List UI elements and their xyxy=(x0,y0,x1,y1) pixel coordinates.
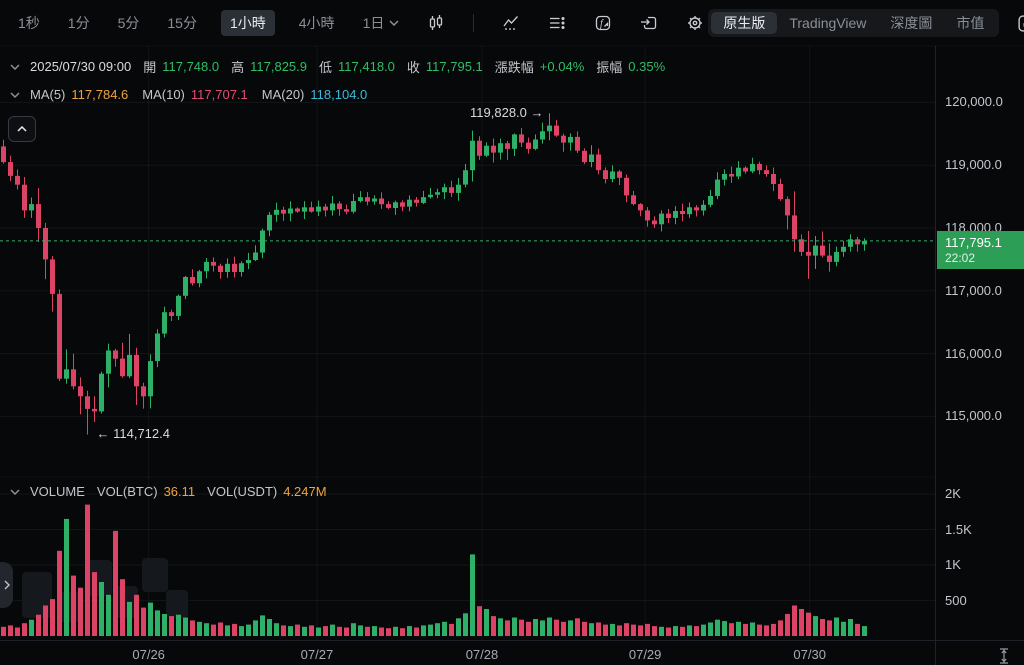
ma-value: 117,784.6 xyxy=(71,87,129,102)
view-tabs: 原生版 TradingView 深度圖 市值 xyxy=(708,9,1000,37)
ohlc-label: 收 xyxy=(406,60,420,75)
interval-button-1小時[interactable]: 1小時 xyxy=(220,10,275,36)
volume-tick: 500 xyxy=(945,592,967,608)
axis-scale-icon[interactable] xyxy=(996,647,1012,665)
settings-gear-icon[interactable] xyxy=(682,10,708,36)
date-tick: 07/29 xyxy=(628,647,662,662)
indicator-icon[interactable] xyxy=(498,10,524,36)
vol-VOL(BTC): VOL(BTC) 36.11 xyxy=(97,484,195,499)
vol-label: VOL(BTC) xyxy=(96,484,158,499)
ohlc-高: 高 117,825.9 xyxy=(231,57,307,76)
session-low-annotation: ← 114,712.4 xyxy=(96,426,170,442)
view-tab-市值[interactable]: 市值 xyxy=(956,15,985,31)
date-tick: 07/26 xyxy=(132,647,165,662)
price-tick: 115,000.0 xyxy=(945,408,1002,424)
ohlc-value: 0.35% xyxy=(628,59,666,74)
volume-tick: 1K xyxy=(945,557,961,572)
ohlc-label: 低 xyxy=(319,60,333,75)
last-price-time: 22:02 xyxy=(945,250,976,265)
interval-buttons: 1秒 1分 5分 15分 1小時 4小時 1日 xyxy=(14,10,403,36)
ma-label: MA(20) xyxy=(261,87,305,102)
vol-value: 4.247M xyxy=(283,484,327,499)
chart-region[interactable]: 2025/07/30 09:00 開 117,748.0 高 117,825.9 低 11… xyxy=(0,45,1024,665)
ma-value: 117,707.1 xyxy=(190,87,248,102)
ohlc-低: 低 117,418.0 xyxy=(319,57,395,76)
ohlc-value: +0.04% xyxy=(539,59,585,74)
ma-info-row: MA(5) 117,784.6 MA(10) 117,707.1 MA(20) 118,1… xyxy=(10,87,367,102)
ohlc-label: 開 xyxy=(143,60,157,75)
price-tick: 119,000.0 xyxy=(945,157,1002,173)
price-tick: 116,000.0 xyxy=(945,345,1002,361)
date-tick: 07/28 xyxy=(465,647,499,662)
interval-button-4小時[interactable]: 4小時 xyxy=(298,15,335,31)
volume-tick: 1.5K xyxy=(945,521,972,537)
save-layout-icon[interactable] xyxy=(636,10,662,36)
ohlc-value: 117,748.0 xyxy=(162,59,220,74)
view-tab-原生版[interactable]: 原生版 xyxy=(711,12,778,34)
interval-button-1秒[interactable]: 1秒 xyxy=(18,15,40,31)
candlestick-icon[interactable] xyxy=(423,10,449,36)
ma-MA(10): MA(10) 117,707.1 xyxy=(142,87,248,102)
ma-label: MA(10) xyxy=(142,87,185,102)
ohlc-開: 開 117,748.0 xyxy=(143,57,219,76)
last-price-badge[interactable]: 117,795.1 22:02 xyxy=(937,230,1024,269)
ohlc-values: 開 117,748.0 高 117,825.9 低 117,418.0 收 117,795.1… xyxy=(143,57,665,76)
view-tab-深度圖[interactable]: 深度圖 xyxy=(890,15,933,31)
price-tick: 117,000.0 xyxy=(945,282,1002,298)
interval-button-15分[interactable]: 15分 xyxy=(167,15,197,31)
chart-toolbar: 1秒 1分 5分 15分 1小時 4小時 1日 xyxy=(0,0,1024,46)
fullscreen-icon[interactable] xyxy=(1013,10,1024,36)
chevron-down-icon[interactable] xyxy=(10,91,20,98)
expand-panel-handle[interactable] xyxy=(0,562,13,608)
interval-group: 1秒 1分 5分 15分 1小時 4小時 1日 xyxy=(14,10,708,36)
chevron-down-icon[interactable] xyxy=(10,488,20,495)
vol-VOL(USDT): VOL(USDT) 4.247M xyxy=(207,484,326,499)
price-tick: 120,000.0 xyxy=(945,94,1003,110)
ohlc-振幅: 振幅 0.35% xyxy=(596,57,665,76)
ohlc-收: 收 117,795.1 xyxy=(407,57,483,76)
ma-value: 118,104.0 xyxy=(310,87,368,102)
session-high-annotation: 119,828.0 → xyxy=(470,105,544,121)
vol-value: 36.11 xyxy=(163,484,196,499)
interval-button-1日[interactable]: 1日 xyxy=(359,10,404,36)
volume-info-row: VOLUME VOL(BTC) 36.11 VOL(USDT) 4.247M xyxy=(10,484,327,499)
ohlc-value: 117,825.9 xyxy=(250,59,307,74)
ma-values: MA(5) 117,784.6 MA(10) 117,707.1 MA(20) 118,1… xyxy=(30,87,367,102)
vol-label: VOL(USDT) xyxy=(207,484,278,499)
interval-button-1分[interactable]: 1分 xyxy=(67,15,90,31)
chevron-down-icon[interactable] xyxy=(389,20,399,26)
interval-button-5分[interactable]: 5分 xyxy=(117,15,140,31)
ohlc-label: 高 xyxy=(231,60,245,75)
candle-datetime: 2025/07/30 09:00 xyxy=(30,59,132,74)
ohlc-value: 117,418.0 xyxy=(338,59,395,74)
chevron-down-icon[interactable] xyxy=(10,63,20,70)
ma-label: MA(5) xyxy=(30,87,66,102)
date-tick: 07/30 xyxy=(793,647,826,662)
toolbar-divider xyxy=(473,14,475,32)
ohlc-漲跌幅: 漲跌幅 +0.04% xyxy=(495,57,584,76)
view-switcher: 原生版 TradingView 深度圖 市值 xyxy=(708,9,1024,37)
ohlc-value: 117,795.1 xyxy=(425,59,483,74)
svg-text:f: f xyxy=(600,19,604,30)
last-price-value: 117,795.1 xyxy=(945,234,1002,250)
collapse-pane-button[interactable] xyxy=(8,116,36,142)
ma-MA(5): MA(5) 117,784.6 xyxy=(30,87,128,102)
volume-values: VOL(BTC) 36.11 VOL(USDT) 4.247M xyxy=(97,484,327,499)
volume-tick: 2K xyxy=(945,486,961,501)
volume-title: VOLUME xyxy=(30,484,85,499)
layout-list-icon[interactable] xyxy=(544,10,570,36)
formula-icon[interactable]: f xyxy=(590,10,616,36)
ohlc-label: 漲跌幅 xyxy=(494,60,534,75)
ohlc-info-row: 2025/07/30 09:00 開 117,748.0 高 117,825.9 低 11… xyxy=(10,57,665,76)
ohlc-label: 振幅 xyxy=(596,60,623,75)
ma-MA(20): MA(20) 118,104.0 xyxy=(262,87,368,102)
view-tab-TradingView[interactable]: TradingView xyxy=(789,15,867,31)
date-tick: 07/27 xyxy=(300,647,334,662)
